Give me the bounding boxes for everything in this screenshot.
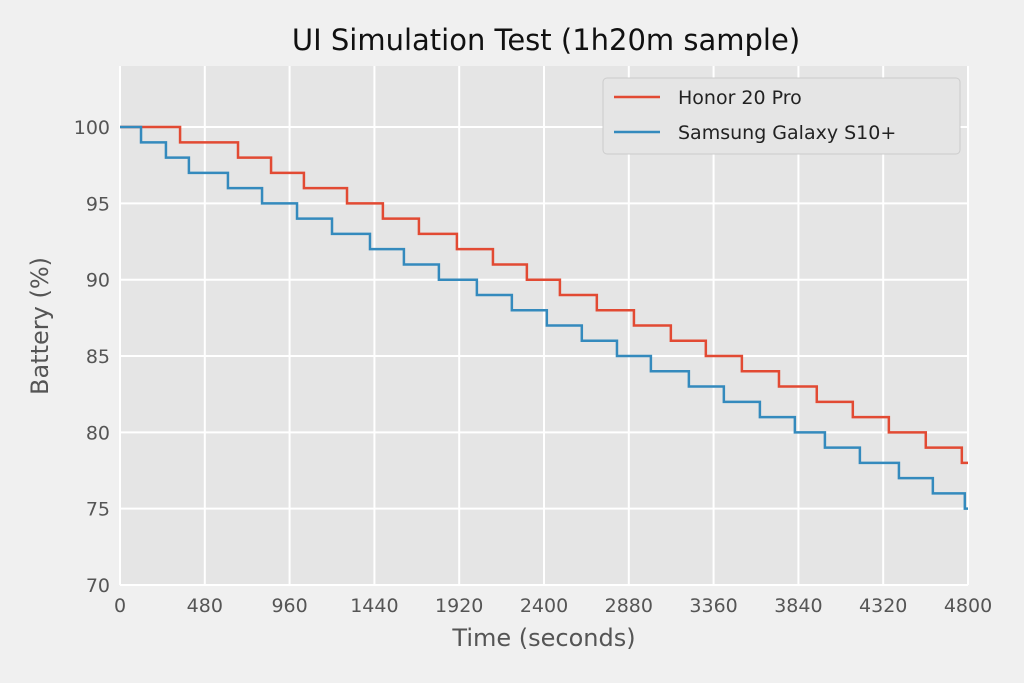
y-tick-label: 95 xyxy=(86,193,110,215)
x-tick-label: 0 xyxy=(114,595,126,617)
y-tick-label: 100 xyxy=(74,117,110,139)
y-tick-label: 90 xyxy=(86,270,110,292)
y-ticks: 70 75 80 85 90 95 100 xyxy=(74,117,110,597)
y-tick-label: 75 xyxy=(86,499,110,521)
grid xyxy=(119,66,969,586)
y-tick-label: 80 xyxy=(86,422,110,444)
y-tick-label: 85 xyxy=(86,346,110,368)
x-ticks: 0 480 960 1440 1920 2400 2880 3360 3840 4320 4800 xyxy=(114,595,992,617)
x-tick-label: 1440 xyxy=(350,595,398,617)
chart-title: UI Simulation Test (1h20m sample) xyxy=(292,23,800,57)
x-tick-label: 2880 xyxy=(605,595,653,617)
x-tick-label: 960 xyxy=(271,595,307,617)
x-tick-label: 1920 xyxy=(435,595,483,617)
series-line-honor xyxy=(120,125,968,465)
x-tick-label: 2400 xyxy=(520,595,568,617)
x-tick-label: 3840 xyxy=(774,595,822,617)
legend-box xyxy=(602,77,961,155)
x-tick-label: 3360 xyxy=(689,595,737,617)
legend: Honor 20 Pro Samsung Galaxy S10+ xyxy=(602,77,961,155)
x-axis-label: Time (seconds) xyxy=(451,624,635,652)
x-tick-label: 4800 xyxy=(944,595,992,617)
series-lines xyxy=(120,125,968,510)
series-line-samsung xyxy=(120,125,968,510)
legend-label-honor: Honor 20 Pro xyxy=(678,87,802,109)
legend-label-samsung: Samsung Galaxy S10+ xyxy=(678,122,896,144)
x-tick-label: 4320 xyxy=(859,595,907,617)
y-axis-label: Battery (%) xyxy=(26,257,54,395)
x-tick-label: 480 xyxy=(187,595,223,617)
y-tick-label: 70 xyxy=(86,575,110,597)
